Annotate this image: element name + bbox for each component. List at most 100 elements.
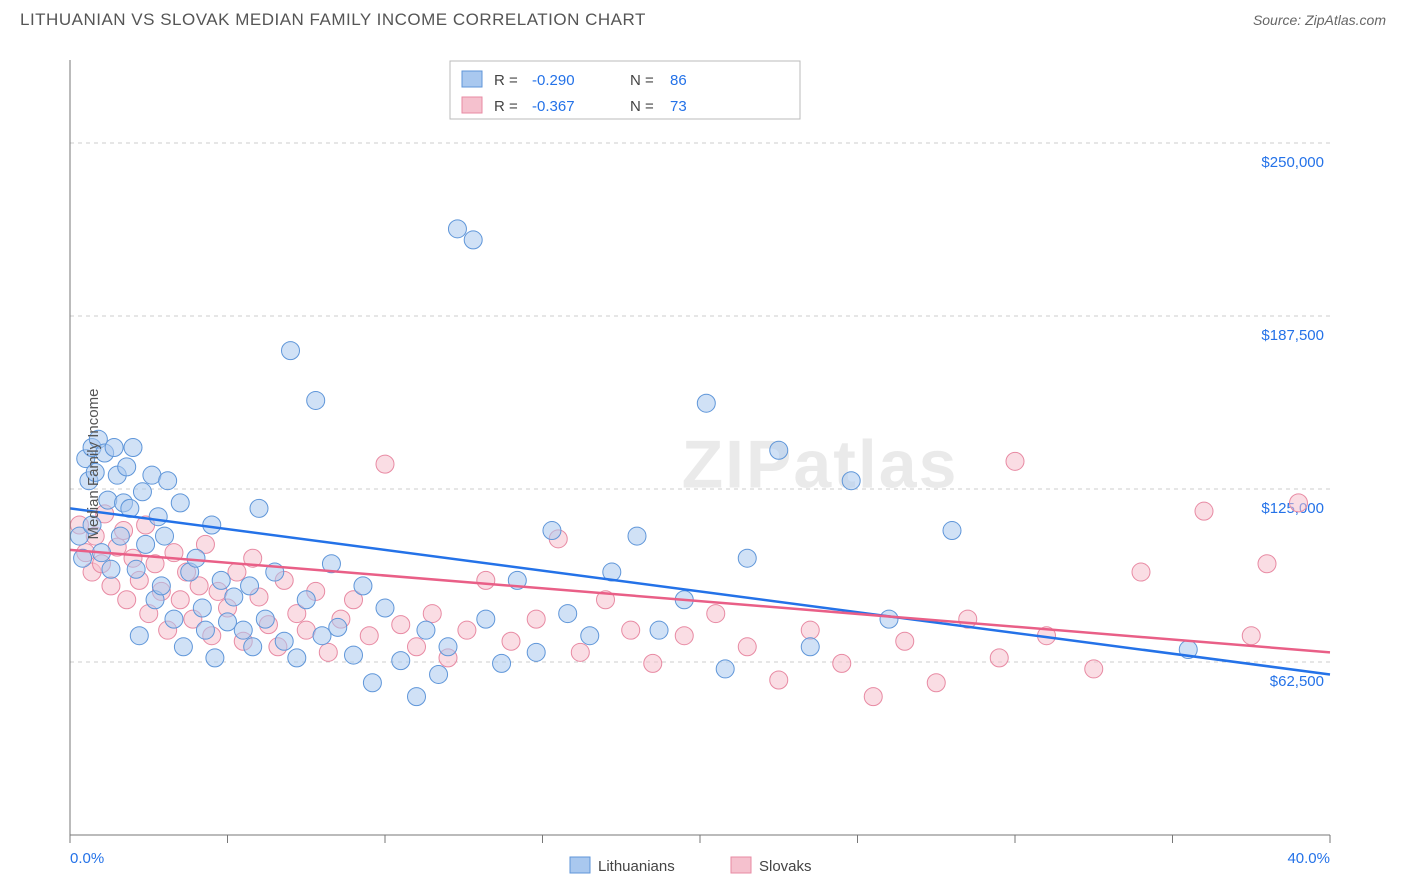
data-point — [319, 643, 337, 661]
y-tick-label: $62,500 — [1270, 673, 1324, 690]
scatter-chart: $62,500$125,000$187,500$250,000ZIPatlas0… — [20, 45, 1340, 875]
data-point — [152, 577, 170, 595]
data-point — [864, 688, 882, 706]
data-point — [288, 649, 306, 667]
data-point — [118, 591, 136, 609]
data-point — [697, 394, 715, 412]
data-point — [329, 618, 347, 636]
data-point — [137, 535, 155, 553]
data-point — [102, 560, 120, 578]
data-point — [1006, 452, 1024, 470]
data-point — [738, 638, 756, 656]
data-point — [256, 610, 274, 628]
legend-swatch — [731, 857, 751, 873]
data-point — [376, 455, 394, 473]
data-point — [527, 643, 545, 661]
legend-r-label: R = — [494, 98, 518, 115]
data-point — [801, 621, 819, 639]
data-point — [187, 549, 205, 567]
data-point — [196, 621, 214, 639]
data-point — [1085, 660, 1103, 678]
data-point — [493, 654, 511, 672]
watermark: ZIPatlas — [682, 427, 959, 503]
legend-swatch — [570, 857, 590, 873]
data-point — [622, 621, 640, 639]
legend-series-label: Lithuanians — [598, 858, 675, 875]
data-point — [707, 605, 725, 623]
data-point — [1290, 494, 1308, 512]
data-point — [408, 638, 426, 656]
data-point — [801, 638, 819, 656]
chart-header: LITHUANIAN VS SLOVAK MEDIAN FAMILY INCOM… — [0, 0, 1406, 36]
data-point — [716, 660, 734, 678]
data-point — [228, 563, 246, 581]
data-point — [212, 571, 230, 589]
y-axis-label: Median Family Income — [85, 388, 102, 539]
x-tick-label: 0.0% — [70, 850, 104, 867]
data-point — [423, 605, 441, 623]
data-point — [360, 627, 378, 645]
data-point — [439, 638, 457, 656]
data-point — [174, 638, 192, 656]
data-point — [159, 472, 177, 490]
data-point — [896, 632, 914, 650]
data-point — [1258, 555, 1276, 573]
data-point — [149, 508, 167, 526]
data-point — [392, 616, 410, 634]
chart-container: Median Family Income $62,500$125,000$187… — [20, 45, 1386, 882]
data-point — [927, 674, 945, 692]
legend-n-label: N = — [630, 98, 654, 115]
data-point — [225, 588, 243, 606]
data-point — [241, 577, 259, 595]
data-point — [477, 571, 495, 589]
data-point — [430, 665, 448, 683]
y-tick-label: $250,000 — [1261, 154, 1324, 171]
data-point — [581, 627, 599, 645]
data-point — [376, 599, 394, 617]
legend-r-value: -0.367 — [532, 98, 575, 115]
data-point — [165, 610, 183, 628]
data-point — [502, 632, 520, 650]
data-point — [206, 649, 224, 667]
data-point — [193, 599, 211, 617]
data-point — [833, 654, 851, 672]
data-point — [448, 220, 466, 238]
data-point — [559, 605, 577, 623]
data-point — [880, 610, 898, 628]
legend-n-label: N = — [630, 72, 654, 89]
data-point — [477, 610, 495, 628]
data-point — [1242, 627, 1260, 645]
data-point — [282, 342, 300, 360]
data-point — [943, 522, 961, 540]
data-point — [770, 441, 788, 459]
data-point — [543, 522, 561, 540]
data-point — [219, 613, 237, 631]
data-point — [345, 646, 363, 664]
data-point — [171, 591, 189, 609]
chart-title: LITHUANIAN VS SLOVAK MEDIAN FAMILY INCOM… — [20, 10, 646, 30]
data-point — [644, 654, 662, 672]
legend-swatch — [462, 71, 482, 87]
legend-swatch — [462, 97, 482, 113]
data-point — [1132, 563, 1150, 581]
data-point — [111, 527, 129, 545]
data-point — [571, 643, 589, 661]
data-point — [244, 638, 262, 656]
data-point — [417, 621, 435, 639]
legend-r-label: R = — [494, 72, 518, 89]
legend-n-value: 86 — [670, 72, 687, 89]
data-point — [234, 621, 252, 639]
data-point — [770, 671, 788, 689]
x-tick-label: 40.0% — [1287, 850, 1330, 867]
data-point — [118, 458, 136, 476]
data-point — [156, 527, 174, 545]
data-point — [842, 472, 860, 490]
data-point — [527, 610, 545, 628]
data-point — [102, 577, 120, 595]
data-point — [130, 627, 148, 645]
legend-r-value: -0.290 — [532, 72, 575, 89]
data-point — [738, 549, 756, 567]
data-point — [458, 621, 476, 639]
data-point — [105, 439, 123, 457]
data-point — [133, 483, 151, 501]
